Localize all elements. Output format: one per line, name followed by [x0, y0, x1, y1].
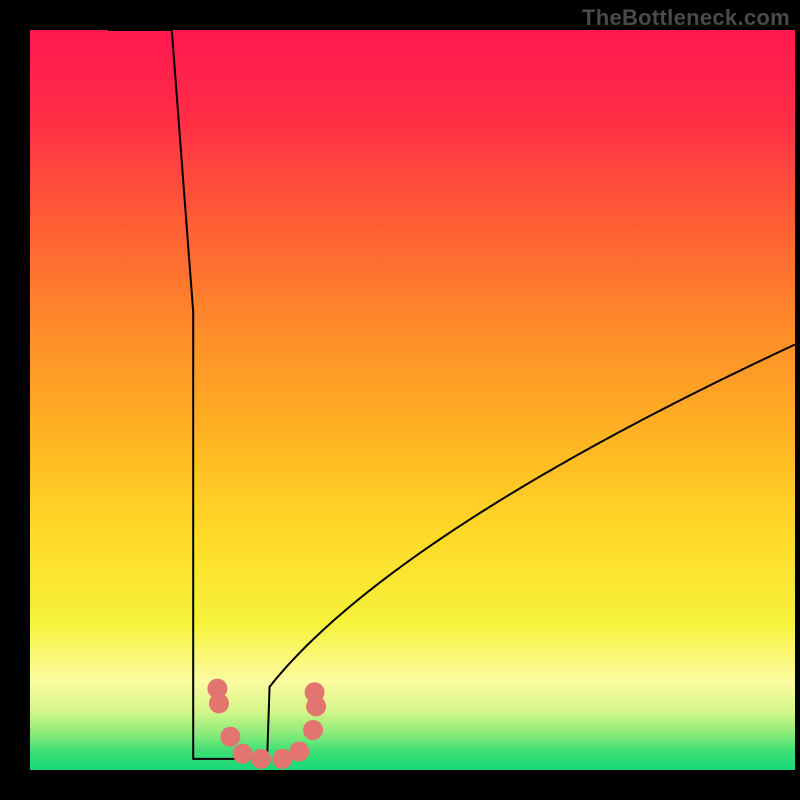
data-marker — [289, 742, 309, 762]
data-marker — [251, 749, 271, 769]
data-marker — [209, 693, 229, 713]
data-marker — [303, 720, 323, 740]
data-marker — [220, 727, 240, 747]
watermark-text: TheBottleneck.com — [582, 5, 790, 31]
data-marker — [233, 744, 253, 764]
data-marker — [306, 696, 326, 716]
